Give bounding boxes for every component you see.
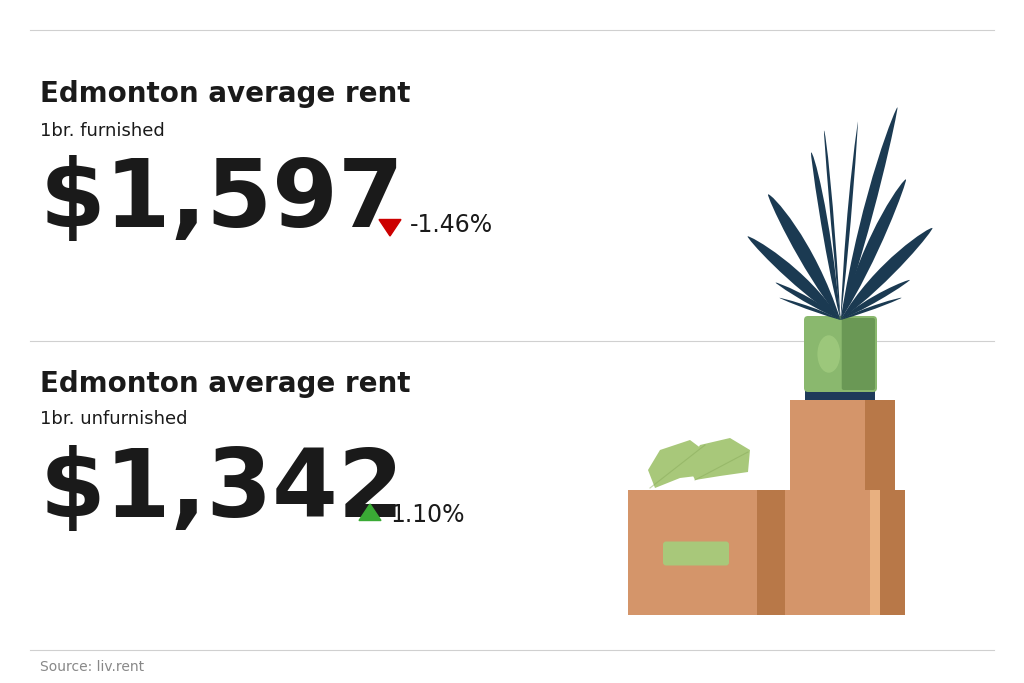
FancyBboxPatch shape [870, 490, 880, 615]
Text: 1br. unfurnished: 1br. unfurnished [40, 410, 187, 428]
PathPatch shape [748, 236, 841, 320]
FancyBboxPatch shape [865, 400, 895, 490]
PathPatch shape [775, 283, 841, 320]
FancyBboxPatch shape [804, 316, 877, 392]
PathPatch shape [811, 152, 841, 320]
PathPatch shape [841, 280, 909, 320]
FancyBboxPatch shape [757, 490, 785, 615]
Text: Source: liv.rent: Source: liv.rent [40, 660, 144, 674]
Text: -1.46%: -1.46% [410, 213, 494, 237]
PathPatch shape [768, 195, 841, 320]
Text: Edmonton average rent: Edmonton average rent [40, 370, 411, 398]
PathPatch shape [824, 130, 841, 320]
FancyBboxPatch shape [663, 542, 729, 566]
PathPatch shape [779, 298, 841, 320]
Ellipse shape [817, 335, 840, 373]
Text: 1br. furnished: 1br. furnished [40, 122, 165, 140]
PathPatch shape [841, 120, 858, 320]
FancyBboxPatch shape [790, 400, 895, 490]
Text: Edmonton average rent: Edmonton average rent [40, 80, 411, 108]
Polygon shape [359, 504, 381, 520]
PathPatch shape [841, 228, 933, 320]
FancyBboxPatch shape [805, 388, 874, 400]
PathPatch shape [841, 107, 897, 320]
FancyBboxPatch shape [842, 318, 874, 390]
FancyBboxPatch shape [807, 380, 873, 388]
Text: $1,597: $1,597 [40, 155, 404, 247]
FancyBboxPatch shape [870, 490, 905, 615]
FancyBboxPatch shape [773, 490, 905, 615]
Text: 1.10%: 1.10% [390, 503, 465, 527]
Text: $1,342: $1,342 [40, 445, 404, 537]
Polygon shape [648, 440, 710, 488]
FancyBboxPatch shape [628, 490, 785, 615]
PathPatch shape [841, 298, 901, 320]
Polygon shape [379, 219, 401, 236]
Polygon shape [688, 438, 750, 480]
PathPatch shape [841, 180, 906, 320]
